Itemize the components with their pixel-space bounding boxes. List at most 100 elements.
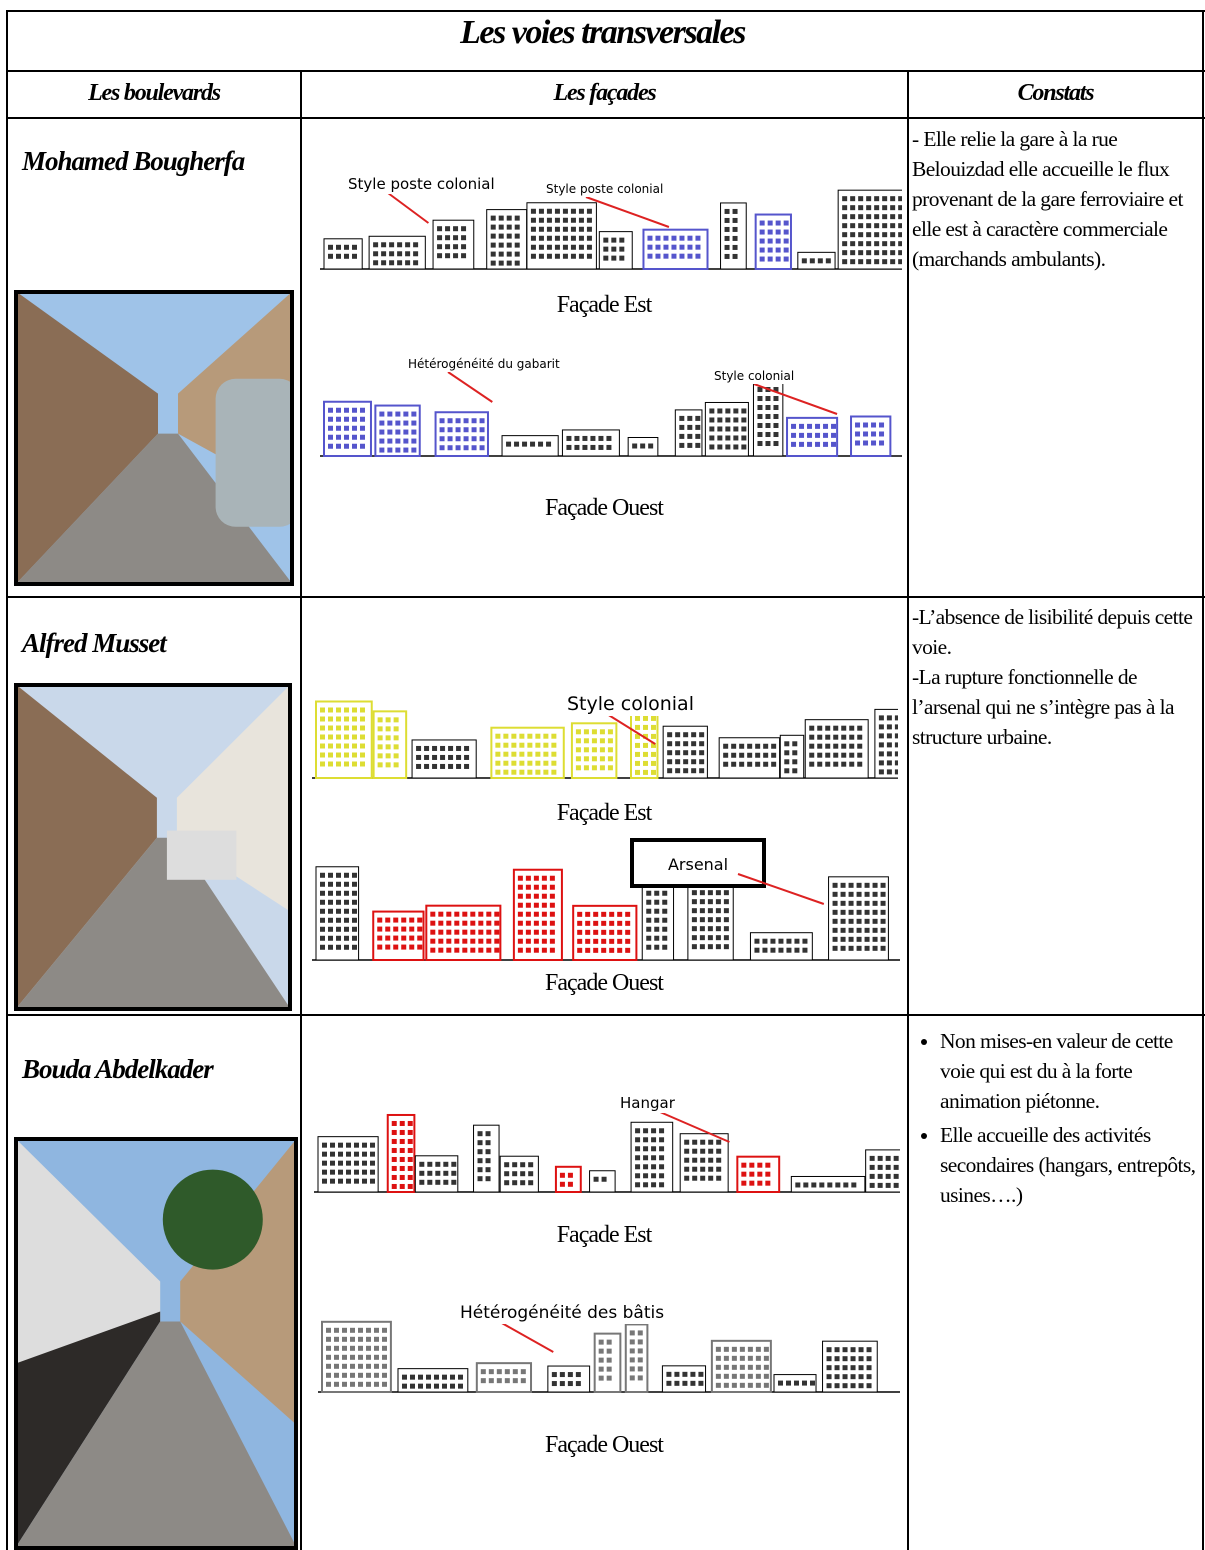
window [575,756,581,762]
window [741,1171,747,1177]
window [430,938,436,944]
window [687,433,693,439]
window [893,1164,899,1170]
annotation-arrow [447,371,493,403]
window [517,902,523,908]
window [874,223,880,229]
window [755,1382,761,1388]
window [403,447,409,453]
window [763,1373,769,1379]
window [700,1166,706,1172]
window [708,1148,714,1154]
window [890,223,896,229]
window [352,761,357,767]
window [377,926,383,932]
window [554,226,560,232]
window [456,763,462,769]
window [747,1346,753,1352]
window [647,244,653,250]
window [874,232,880,238]
window [344,899,349,905]
window [446,929,452,935]
street-photo [14,683,292,1011]
window [354,1160,359,1166]
window [535,742,541,748]
window [438,947,444,953]
window [599,756,605,762]
window [723,1346,729,1352]
window [687,244,693,250]
window [417,1374,423,1380]
window [409,917,415,923]
window [695,253,701,259]
window [577,947,583,953]
window [885,1155,891,1161]
window [747,752,753,758]
window [880,936,886,942]
window [880,918,886,924]
window [393,726,399,732]
window [894,751,898,757]
window [577,911,583,917]
window [842,1347,848,1353]
window [533,947,539,953]
window [603,237,609,243]
window [794,1380,800,1386]
window [362,1178,367,1184]
window [490,224,496,230]
window [377,944,383,950]
window [791,441,797,447]
window [328,725,333,731]
window [549,884,555,890]
window [549,875,555,881]
window [732,217,738,223]
window [646,899,652,905]
window [619,237,625,243]
window [651,1137,657,1143]
window [817,761,823,767]
window [543,742,549,748]
window [857,761,863,767]
window [520,1171,526,1177]
window [675,768,681,774]
window [385,935,391,941]
window [549,902,555,908]
window [454,929,460,935]
window [320,908,325,914]
window [360,752,365,758]
window [635,1155,641,1161]
window [435,1179,441,1185]
window [403,411,409,417]
window [541,893,547,899]
window [462,920,468,926]
window [841,725,847,731]
window [723,908,729,914]
window [799,432,805,438]
window [439,418,445,424]
window [593,911,599,917]
window [366,1372,371,1378]
window [749,1180,755,1186]
window [451,1170,457,1176]
window [370,1160,375,1166]
window [878,733,884,739]
window [430,911,436,917]
window [377,744,383,750]
window [445,226,451,232]
window [699,890,705,896]
window [869,1173,875,1179]
window [856,909,862,915]
street-photo [14,290,294,586]
window [878,724,884,730]
window [385,753,391,759]
window [519,742,525,748]
window [733,444,739,450]
window [462,947,468,953]
window [874,196,880,202]
window [322,1160,327,1166]
window [770,947,776,953]
window [479,418,485,424]
window [825,743,831,749]
window [878,742,884,748]
window [692,1157,698,1163]
